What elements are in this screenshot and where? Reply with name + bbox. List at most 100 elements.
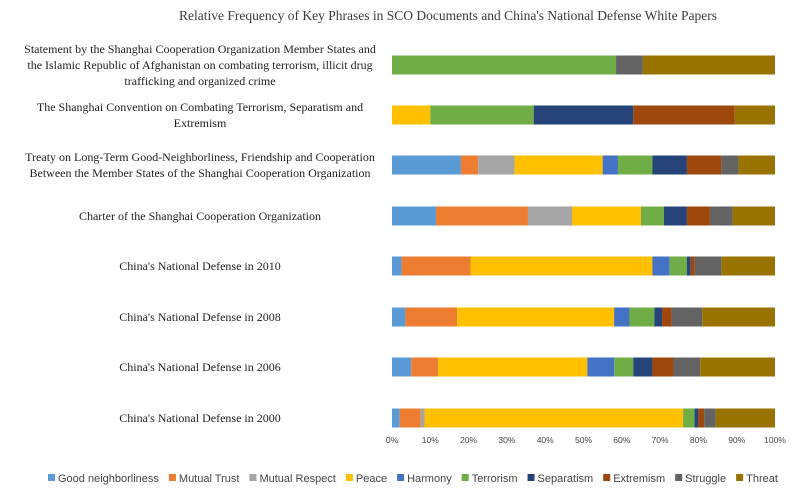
category-label: The Shanghai Convention on Combating Ter… bbox=[37, 100, 363, 114]
chart-title: Relative Frequency of Key Phrases in SCO… bbox=[179, 8, 717, 23]
bar-segment bbox=[616, 55, 643, 75]
bar-segment bbox=[690, 256, 695, 276]
bar-segment bbox=[671, 307, 703, 327]
legend-swatch bbox=[527, 474, 535, 481]
legend-label: Struggle bbox=[685, 473, 726, 485]
category-label: Statement by the Shanghai Cooperation Or… bbox=[24, 42, 376, 56]
bar-segment bbox=[686, 206, 710, 226]
bar-segment bbox=[392, 408, 400, 428]
bar-segment bbox=[460, 155, 479, 175]
bar-segment bbox=[392, 307, 406, 327]
category-labels: Statement by the Shanghai Cooperation Or… bbox=[24, 42, 376, 425]
bar-segment bbox=[683, 408, 695, 428]
bar-segment bbox=[686, 256, 691, 276]
bar-segment bbox=[424, 408, 684, 428]
bars-layer bbox=[392, 55, 775, 428]
legend-swatch bbox=[675, 474, 683, 481]
legend-label: Extremism bbox=[613, 473, 665, 485]
legend-swatch bbox=[397, 474, 405, 481]
bar-segment bbox=[652, 155, 687, 175]
x-tick-label: 50% bbox=[575, 435, 592, 445]
bar-segment bbox=[721, 256, 775, 276]
bar-segment bbox=[642, 55, 775, 75]
bar-segment bbox=[654, 307, 663, 327]
legend-swatch bbox=[345, 474, 353, 481]
category-label: Extremism bbox=[174, 116, 227, 130]
legend-label: Terrorism bbox=[472, 473, 518, 485]
legend-swatch bbox=[249, 474, 257, 481]
legend-swatch bbox=[736, 474, 744, 481]
x-axis-ticks: 0% 10% 20% 30% 40% 50% 60% 70% 80% 90% 100% bbox=[386, 435, 786, 445]
bar-segment bbox=[694, 256, 722, 276]
legend: Good neighborliness Mutual Trust Mutual Re… bbox=[48, 473, 778, 485]
category-label: China's National Defense in 2000 bbox=[119, 411, 280, 425]
x-tick-label: 90% bbox=[728, 435, 745, 445]
bar-segment bbox=[652, 256, 670, 276]
category-label: China's National Defense in 2006 bbox=[119, 360, 280, 374]
bar-segment bbox=[514, 155, 603, 175]
x-tick-label: 20% bbox=[460, 435, 477, 445]
category-label: Between the Member States of the Shangha… bbox=[29, 166, 370, 180]
bar-segment bbox=[715, 408, 775, 428]
legend-label: Good neighborliness bbox=[58, 473, 159, 485]
bar-segment bbox=[614, 357, 634, 377]
bar-segment bbox=[732, 206, 775, 226]
legend-swatch bbox=[461, 474, 469, 481]
bar-segment bbox=[392, 357, 412, 377]
bar-segment bbox=[669, 256, 687, 276]
bar-segment bbox=[686, 155, 722, 175]
bar-segment bbox=[411, 357, 438, 377]
bar-segment bbox=[698, 408, 705, 428]
bar-segment bbox=[617, 155, 653, 175]
bar-segment bbox=[640, 206, 664, 226]
bar-segment bbox=[572, 206, 641, 226]
bar-segment bbox=[392, 155, 461, 175]
legend-label: Threat bbox=[746, 473, 778, 485]
x-tick-label: 80% bbox=[690, 435, 707, 445]
x-tick-label: 60% bbox=[613, 435, 630, 445]
bar-segment bbox=[704, 408, 716, 428]
bar-segment bbox=[437, 357, 588, 377]
bar-segment bbox=[587, 357, 615, 377]
bar-segment bbox=[478, 155, 515, 175]
bar-segment bbox=[470, 256, 653, 276]
category-label: Charter of the Shanghai Cooperation Orga… bbox=[79, 209, 321, 223]
bar-segment bbox=[633, 357, 653, 377]
bar-segment bbox=[721, 155, 739, 175]
bar-segment bbox=[702, 307, 775, 327]
bar-segment bbox=[457, 307, 615, 327]
legend-swatch bbox=[603, 474, 611, 481]
x-tick-label: 40% bbox=[537, 435, 554, 445]
bar-segment bbox=[629, 307, 655, 327]
category-label: trafficking and organized crime bbox=[124, 74, 275, 88]
x-tick-label: 100% bbox=[764, 435, 786, 445]
legend-swatch bbox=[168, 474, 176, 481]
x-tick-label: 0% bbox=[386, 435, 399, 445]
legend-label: Peace bbox=[356, 473, 387, 485]
legend-label: Separatism bbox=[538, 473, 594, 485]
bar-segment bbox=[405, 307, 458, 327]
legend-label: Mutual Trust bbox=[179, 473, 240, 485]
bar-segment bbox=[700, 357, 775, 377]
x-tick-label: 10% bbox=[422, 435, 439, 445]
bar-segment bbox=[709, 206, 733, 226]
bar-segment bbox=[436, 206, 528, 226]
bar-segment bbox=[420, 408, 425, 428]
bar-segment bbox=[392, 256, 402, 276]
bar-segment bbox=[633, 105, 735, 125]
legend-label: Harmony bbox=[407, 473, 452, 485]
bar-segment bbox=[663, 206, 687, 226]
legend-swatch bbox=[48, 474, 55, 481]
bar-segment bbox=[694, 408, 699, 428]
bar-segment bbox=[673, 357, 701, 377]
category-label: China's National Defense in 2010 bbox=[119, 259, 280, 273]
bar-segment bbox=[533, 105, 634, 125]
x-tick-label: 30% bbox=[498, 435, 515, 445]
category-label: the Islamic Republic of Afghanistan on c… bbox=[27, 58, 372, 72]
bar-segment bbox=[662, 307, 672, 327]
bar-segment bbox=[392, 105, 431, 125]
bar-segment bbox=[399, 408, 421, 428]
legend-label: Mutual Respect bbox=[259, 473, 335, 485]
x-tick-label: 70% bbox=[652, 435, 669, 445]
